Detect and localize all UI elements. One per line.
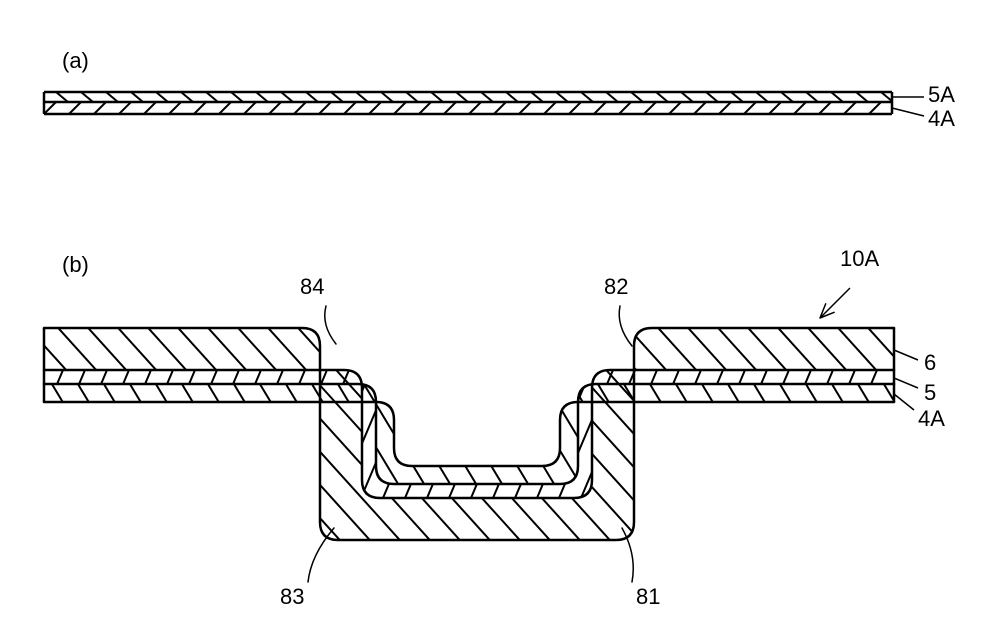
label-(a): (a)	[62, 48, 89, 74]
label-6: 6	[924, 350, 936, 376]
label-5: 5	[924, 380, 936, 406]
label-82: 82	[604, 274, 628, 300]
label-84: 84	[300, 274, 324, 300]
label-4A: 4A	[918, 406, 945, 432]
label-4A: 4A	[928, 106, 955, 132]
label-83: 83	[280, 584, 304, 610]
label-81: 81	[636, 584, 660, 610]
label-5A: 5A	[928, 82, 955, 108]
label-(b): (b)	[62, 252, 89, 278]
label-10A: 10A	[840, 246, 879, 272]
